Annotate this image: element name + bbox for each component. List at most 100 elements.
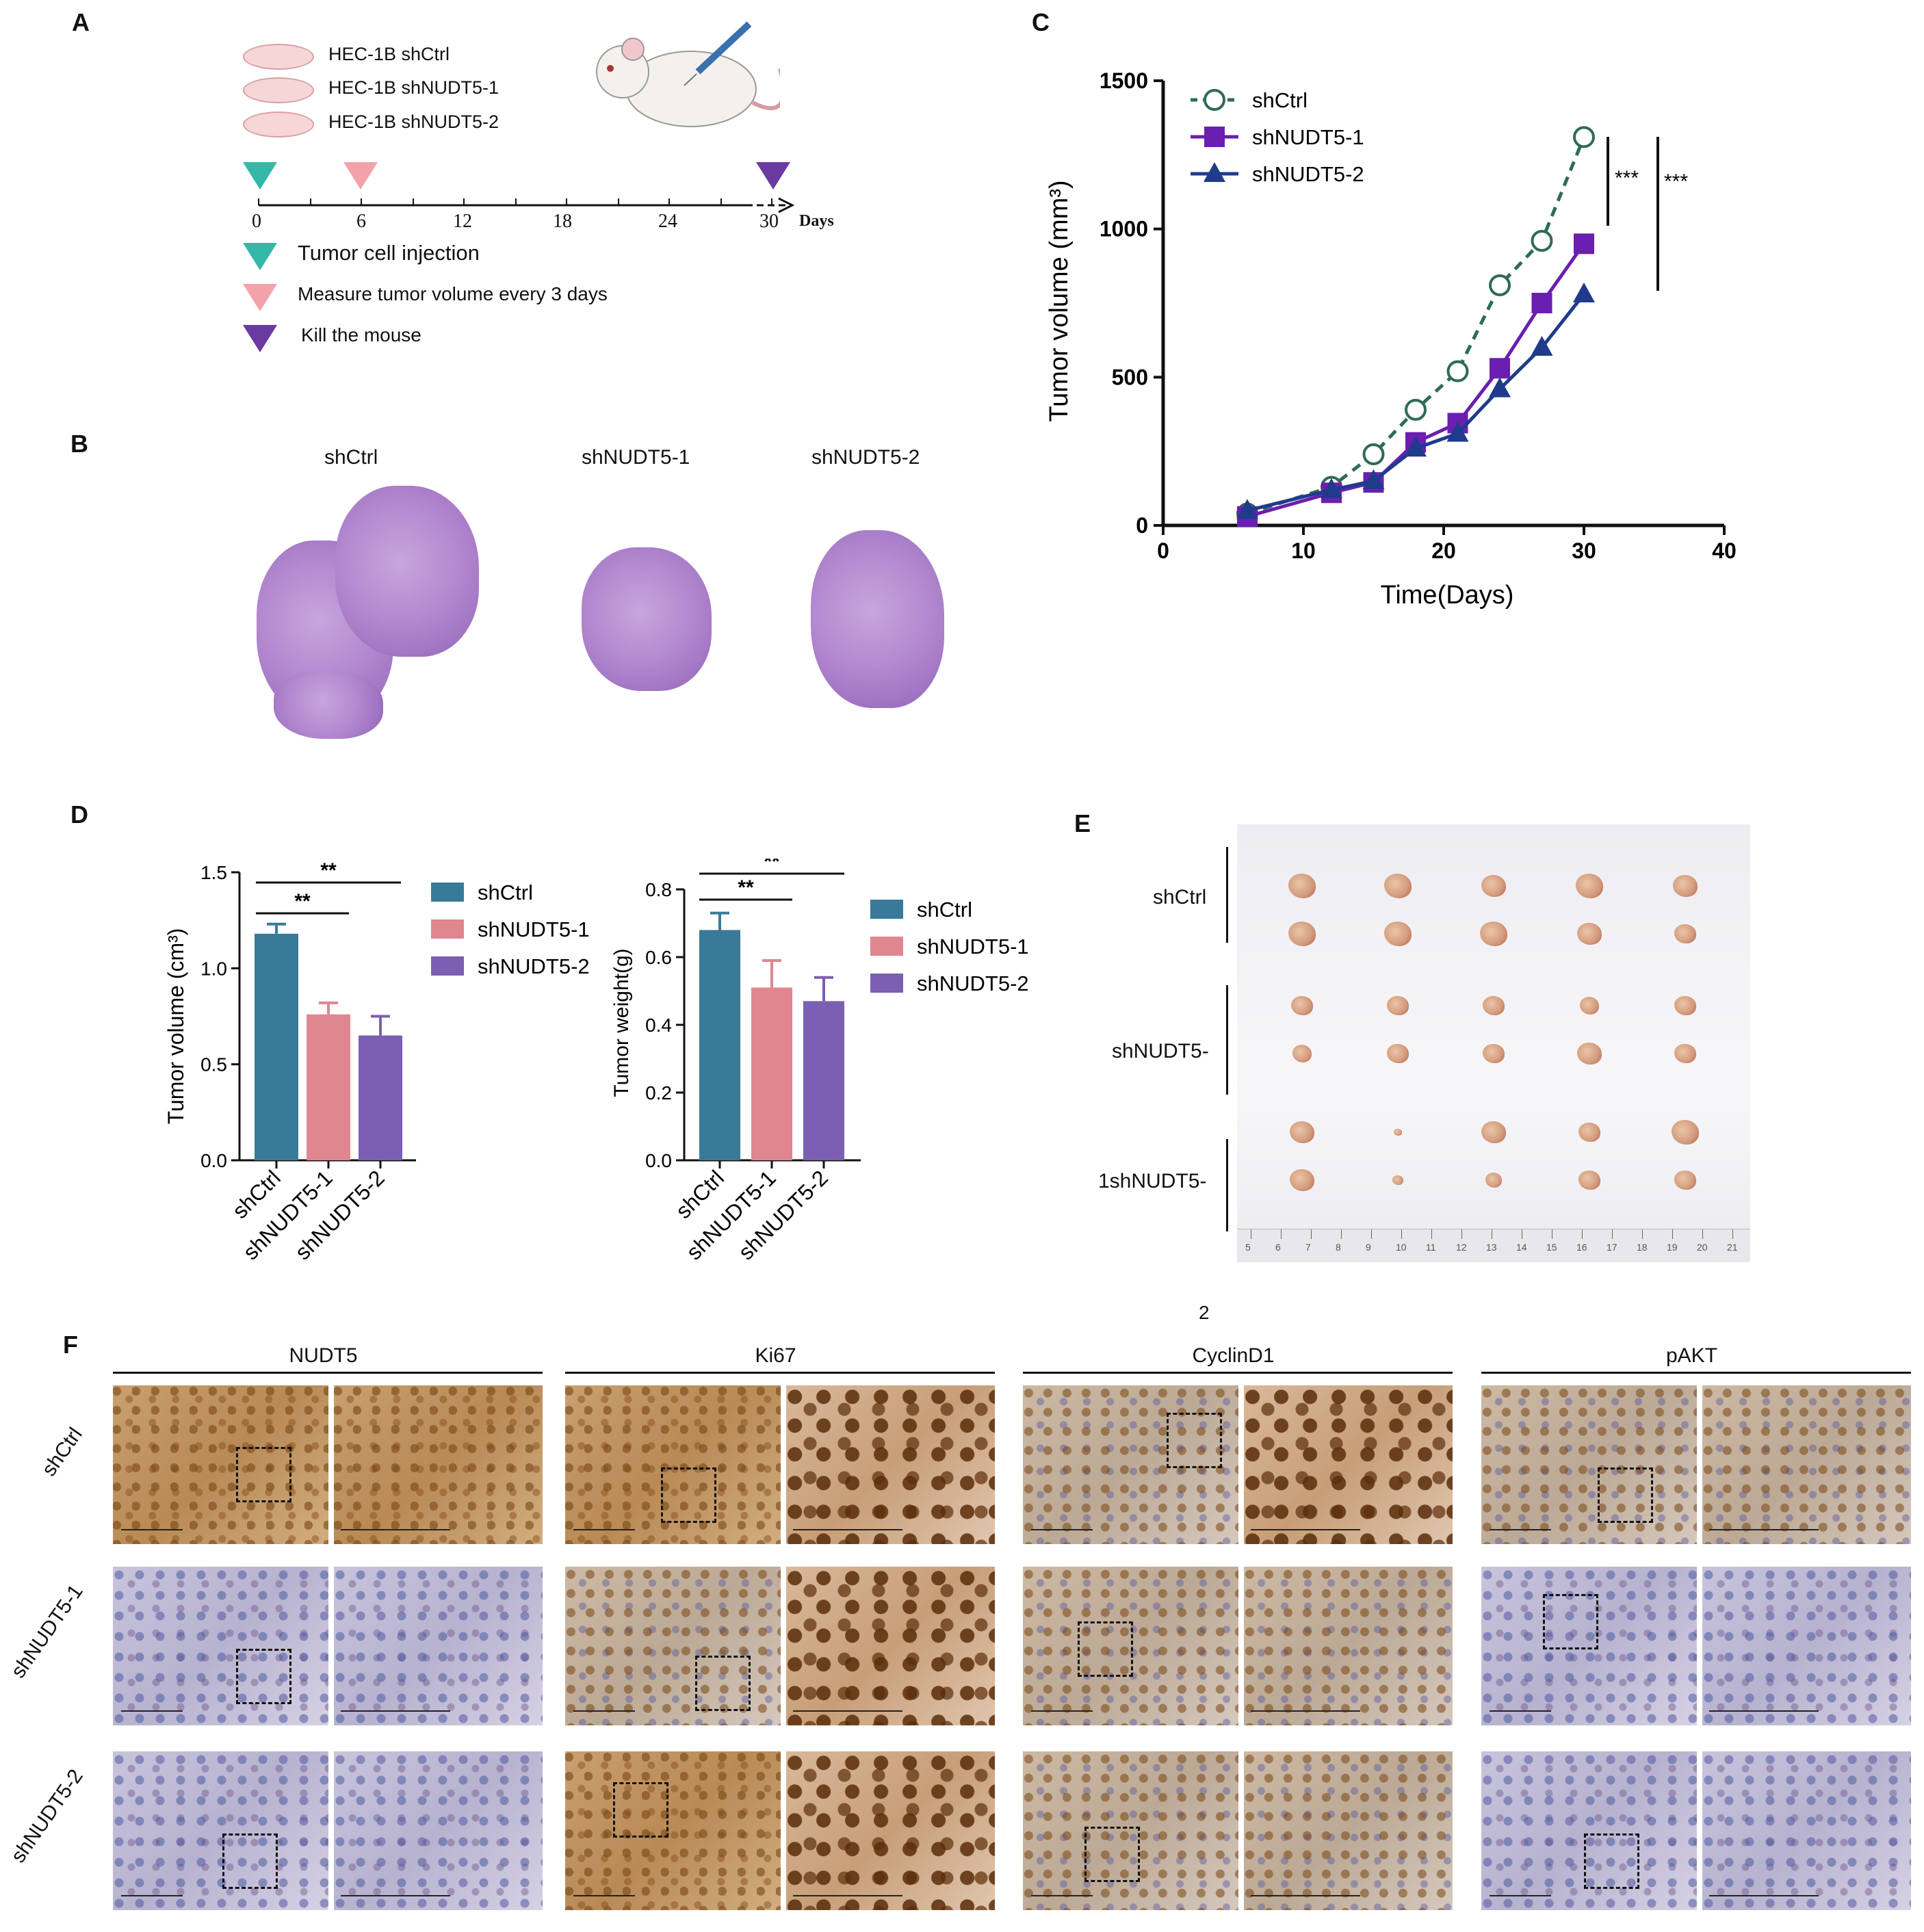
ihc-zoom-image bbox=[1244, 1751, 1453, 1910]
ihc-zoom-image bbox=[334, 1567, 543, 1725]
tumor-specimen bbox=[1394, 1128, 1402, 1136]
ihc-zoom-image bbox=[786, 1385, 995, 1544]
ruler-tick bbox=[1401, 1229, 1402, 1239]
significance-label: ** bbox=[294, 890, 311, 913]
ruler-label: 8 bbox=[1336, 1242, 1341, 1253]
zoom-region-box bbox=[1598, 1467, 1653, 1523]
column-divider bbox=[565, 1372, 995, 1374]
scale-bar bbox=[1490, 1710, 1551, 1712]
zoom-region-box bbox=[236, 1649, 291, 1704]
timeline-tick: 18 bbox=[553, 211, 572, 232]
scale-bar bbox=[341, 1895, 450, 1896]
y-tick-label: 0.6 bbox=[645, 947, 672, 968]
zoom-region-box bbox=[661, 1467, 716, 1523]
x-tick-label: 10 bbox=[1291, 538, 1316, 563]
y-tick-label: 0.0 bbox=[645, 1150, 672, 1171]
legend-label: shNUDT5-2 bbox=[917, 971, 1029, 995]
legend-injection: Tumor cell injection bbox=[298, 241, 480, 265]
ruler-label: 15 bbox=[1546, 1242, 1557, 1253]
ihc-marker-label: CyclinD1 bbox=[1192, 1344, 1275, 1367]
tumor-specimen bbox=[1578, 1122, 1600, 1143]
scale-bar bbox=[1709, 1895, 1819, 1896]
data-point bbox=[1489, 377, 1511, 397]
data-point bbox=[1531, 293, 1552, 313]
mouse-injection-icon bbox=[596, 21, 780, 127]
ruler-tick bbox=[1281, 1229, 1282, 1239]
ruler-label: 14 bbox=[1516, 1242, 1527, 1253]
ihc-zoom-image bbox=[1702, 1385, 1911, 1544]
data-point bbox=[1204, 127, 1225, 147]
histology-section-shnudt5-2 bbox=[811, 530, 944, 708]
bar-shCtrl bbox=[699, 930, 740, 1160]
significance-label: ** bbox=[764, 859, 780, 873]
tumor-group-label: shNUDT5- bbox=[1112, 1040, 1209, 1062]
data-point bbox=[1490, 358, 1510, 379]
y-tick-label: 1.0 bbox=[200, 958, 227, 979]
culture-dish-icon bbox=[243, 44, 314, 70]
scale-bar bbox=[341, 1710, 450, 1712]
tumor-specimen bbox=[1674, 924, 1696, 944]
data-point bbox=[1574, 233, 1594, 254]
data-point bbox=[1405, 399, 1427, 421]
zoom-region-box bbox=[1078, 1621, 1133, 1677]
scale-bar bbox=[1709, 1529, 1819, 1530]
tumor-specimen bbox=[1481, 1121, 1506, 1144]
data-point bbox=[1204, 162, 1225, 182]
scale-bar bbox=[1031, 1529, 1093, 1530]
legend-label: shCtrl bbox=[478, 880, 533, 904]
ruler-label: 13 bbox=[1486, 1242, 1497, 1253]
ihc-overview-image bbox=[113, 1751, 328, 1910]
culture-dish-icon bbox=[243, 112, 314, 138]
bar-shNUDT5-2 bbox=[359, 1035, 402, 1160]
ihc-marker-label: NUDT5 bbox=[289, 1344, 358, 1367]
y-tick-label: 0.0 bbox=[200, 1150, 227, 1171]
ihc-marker-label: pAKT bbox=[1665, 1344, 1718, 1367]
ruler-tick bbox=[1702, 1229, 1703, 1239]
ruler-tick bbox=[1582, 1229, 1583, 1239]
tumor-volume-line-chart: 0 10 20 30 40 0 500 1000 1500 *** *** shCtrl shNUDT… bbox=[1047, 68, 1737, 610]
group-bracket bbox=[1226, 847, 1228, 943]
timeline-unit: Days bbox=[799, 212, 834, 230]
tumor-specimen bbox=[1480, 922, 1507, 946]
tumor-specimen bbox=[1485, 1173, 1502, 1188]
ruler-label: 20 bbox=[1697, 1242, 1708, 1253]
y-tick-label: 0.5 bbox=[200, 1054, 227, 1075]
scale-bar bbox=[341, 1529, 450, 1530]
tumor-specimen bbox=[1577, 922, 1602, 945]
ihc-zoom-image bbox=[1244, 1567, 1453, 1725]
tumor-specimen bbox=[1672, 1120, 1699, 1145]
legend-label: shCtrl bbox=[917, 898, 972, 922]
scale-bar bbox=[1709, 1710, 1819, 1712]
data-point bbox=[1489, 274, 1511, 296]
scale-bar bbox=[121, 1529, 183, 1530]
tumor-specimen bbox=[1387, 1043, 1409, 1064]
bar-shNUDT5-2 bbox=[803, 1001, 844, 1160]
data-point bbox=[1362, 469, 1385, 489]
scale-bar bbox=[1251, 1710, 1360, 1712]
bar-shCtrl bbox=[255, 933, 298, 1160]
group-bracket bbox=[1226, 1139, 1228, 1231]
legend-label: shNUDT5-2 bbox=[478, 954, 590, 978]
timeline-tick: 30 bbox=[759, 211, 779, 232]
significance-label: ** bbox=[738, 876, 754, 899]
legend-label: shNUDT5-1 bbox=[917, 935, 1029, 958]
bar-shNUDT5-1 bbox=[307, 1014, 350, 1160]
y-tick-label: 0 bbox=[1136, 513, 1148, 538]
legend-swatch bbox=[870, 937, 903, 956]
injection-marker-icon bbox=[243, 162, 277, 190]
ruler-label: 6 bbox=[1275, 1242, 1281, 1253]
ihc-overview-image bbox=[565, 1751, 781, 1910]
ruler: 5 6 7 8 9 10 11 12 13 14 15 16 17 18 19 20 21 bbox=[1237, 1229, 1750, 1262]
bar-shNUDT5-1 bbox=[751, 987, 792, 1160]
ruler-label: 12 bbox=[1456, 1242, 1467, 1253]
tumor-specimen bbox=[1674, 1170, 1696, 1190]
tumor-photo: 5 6 7 8 9 10 11 12 13 14 15 16 17 18 19 20 21 bbox=[1237, 824, 1750, 1262]
data-point bbox=[1405, 436, 1427, 457]
tumor-specimen bbox=[1290, 1169, 1314, 1192]
ruler-label: 16 bbox=[1576, 1242, 1587, 1253]
tumor-specimen bbox=[1288, 922, 1316, 946]
y-tick-label: 0.8 bbox=[645, 879, 672, 900]
ihc-overview-image bbox=[113, 1385, 328, 1544]
column-divider bbox=[113, 1372, 543, 1374]
tumor-specimen bbox=[1483, 995, 1505, 1016]
